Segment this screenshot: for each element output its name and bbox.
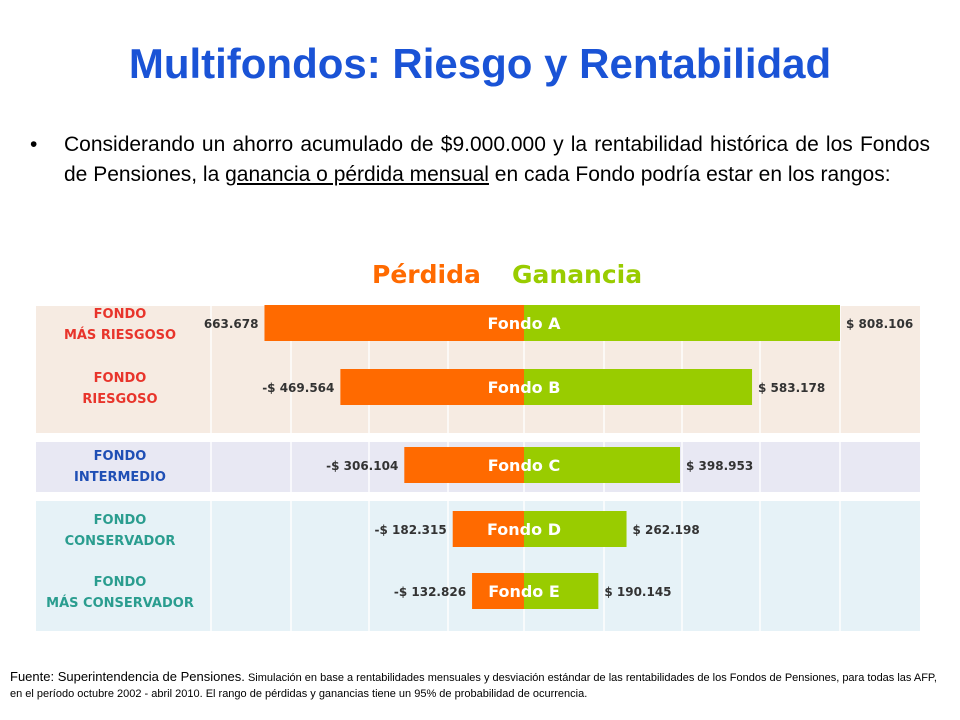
- loss-value-label: -$ 306.104: [326, 459, 398, 473]
- group-label-line2: RIESGOSO: [82, 392, 157, 407]
- bullet-dot-icon: •: [30, 133, 38, 156]
- gain-value-label: $ 398.953: [686, 459, 753, 473]
- loss-value-label: -$ 469.564: [262, 381, 334, 395]
- bullet-point: • Considerando un ahorro acumulado de $9…: [30, 130, 930, 190]
- gain-value-label: $ 262.198: [633, 523, 700, 537]
- group-label-line2: CONSERVADOR: [65, 534, 176, 549]
- bar-loss: [404, 447, 524, 483]
- slide-title: Multifondos: Riesgo y Rentabilidad: [128, 40, 832, 87]
- bullet-text-before: Considerando un ahorro acumulado de $9.0…: [64, 133, 930, 186]
- bullet-text: Considerando un ahorro acumulado de $9.0…: [64, 130, 930, 190]
- footer-source: Fuente: Superintendencia de Pensiones.: [10, 669, 245, 684]
- bar-gain: [524, 447, 681, 483]
- bar-gain: [524, 369, 753, 405]
- loss-value-label: -$ 182.315: [375, 523, 447, 537]
- bar-loss: [472, 573, 524, 609]
- legend-gain: Ganancia: [512, 260, 642, 289]
- bar-loss: [452, 511, 524, 547]
- bullet-text-underlined: ganancia o pérdida mensual: [225, 163, 489, 186]
- bar-category-label: Fondo A: [487, 314, 561, 333]
- bar-category-label: Fondo D: [487, 520, 561, 539]
- bar-category-label: Fondo E: [488, 582, 560, 601]
- group-label-line2: MÁS RIESGOSO: [64, 327, 176, 343]
- gain-value-label: $ 190.145: [604, 585, 671, 599]
- group-label-line2: MÁS CONSERVADOR: [46, 595, 194, 611]
- bar-loss: [340, 369, 524, 405]
- bar-gain: [524, 573, 599, 609]
- gain-value-label: $ 808.106: [846, 317, 913, 331]
- source-footer: Fuente: Superintendencia de Pensiones. S…: [10, 669, 950, 702]
- bar-category-label: Fondo B: [488, 378, 561, 397]
- group-label-line2: INTERMEDIO: [74, 470, 166, 485]
- group-label-line1: FONDO: [94, 513, 147, 528]
- bar-gain: [524, 511, 627, 547]
- range-chart: Pérdida Ganancia FONDO MÁS RIESGOSO Fondo A 6…: [36, 260, 920, 631]
- group-label-line1: FONDO: [94, 449, 147, 464]
- bullet-text-after: en cada Fondo podría estar en los rangos…: [488, 163, 891, 186]
- gain-value-label: $ 583.178: [758, 381, 825, 395]
- bar-category-label: Fondo C: [488, 456, 560, 475]
- bar-gain: [524, 305, 840, 341]
- group-label-line1: FONDO: [94, 371, 147, 386]
- footer-note: Simulación en base a rentabilidades mens…: [10, 672, 937, 700]
- loss-value-label: -$ 132.826: [394, 585, 466, 599]
- group-label-line1: FONDO: [94, 307, 147, 322]
- bar-loss: [264, 305, 524, 341]
- loss-value-label: 663.678: [204, 317, 259, 331]
- group-label-line1: FONDO: [94, 575, 147, 590]
- legend-loss: Pérdida: [372, 260, 481, 289]
